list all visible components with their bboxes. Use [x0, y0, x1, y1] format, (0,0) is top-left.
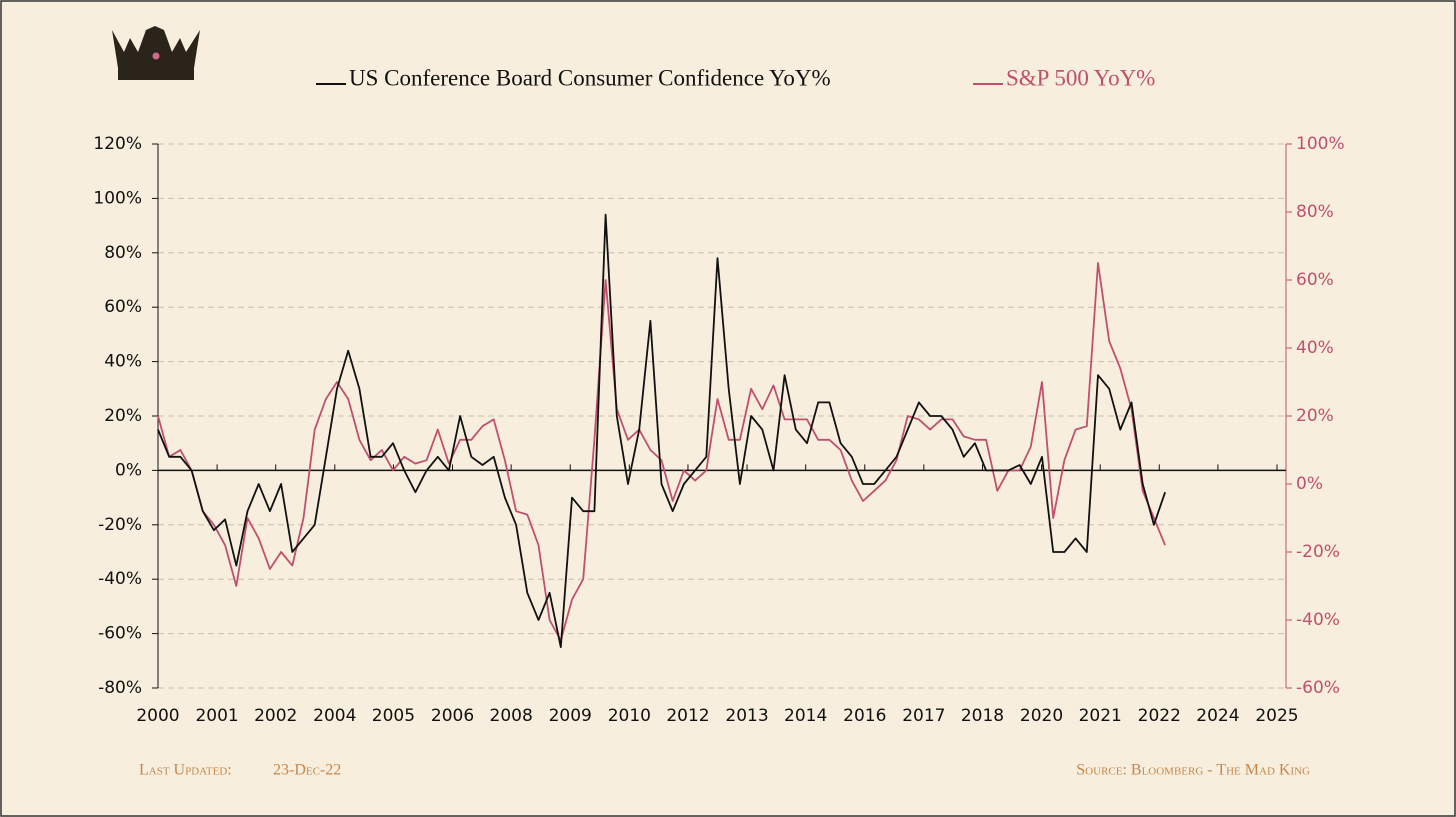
- y-tick-label: 60%: [104, 297, 142, 317]
- x-tick-label: 2000: [136, 706, 179, 726]
- y2-tick-label: 80%: [1296, 202, 1334, 222]
- x-tick-label: 2018: [961, 706, 1004, 726]
- y2-tick-label: 40%: [1296, 338, 1334, 358]
- y2-tick-label: 60%: [1296, 270, 1334, 290]
- y-tick-label: 120%: [93, 134, 142, 154]
- x-tick-label: 2025: [1255, 706, 1298, 726]
- x-tick-label: 2013: [725, 706, 768, 726]
- series-line: [157, 262, 1166, 642]
- y2-tick-label: -20%: [1296, 542, 1340, 562]
- footer-label: Last Updated:: [139, 762, 232, 779]
- x-tick-label: 2004: [313, 706, 356, 726]
- x-tick-label: 2005: [372, 706, 415, 726]
- x-tick-label: 2009: [549, 706, 592, 726]
- legend-label: US Conference Board Consumer Confidence …: [349, 65, 831, 90]
- x-tick-label: 2024: [1196, 706, 1239, 726]
- x-tick-label: 2008: [490, 706, 533, 726]
- x-tick-label: 2001: [195, 706, 238, 726]
- x-tick-label: 2021: [1079, 706, 1122, 726]
- y2-tick-label: 0%: [1296, 474, 1323, 494]
- y2-tick-label: 100%: [1296, 134, 1345, 154]
- y-tick-label: 20%: [104, 406, 142, 426]
- x-tick-label: 2010: [608, 706, 651, 726]
- footer-date: 23-Dec-22: [273, 762, 341, 779]
- x-tick-label: 2002: [254, 706, 297, 726]
- y-tick-label: -60%: [98, 624, 142, 644]
- legend-label: S&P 500 YoY%: [1006, 65, 1155, 90]
- y-tick-label: -20%: [98, 515, 142, 535]
- x-tick-label: 2014: [784, 706, 827, 726]
- y2-tick-label: 20%: [1296, 406, 1334, 426]
- y-tick-label: 40%: [104, 352, 142, 372]
- series-line: [157, 213, 1166, 649]
- x-tick-label: 2022: [1138, 706, 1181, 726]
- x-tick-label: 2006: [431, 706, 474, 726]
- y-tick-label: -80%: [98, 678, 142, 698]
- y-tick-label: 100%: [93, 188, 142, 208]
- y-tick-label: 0%: [115, 460, 142, 480]
- x-tick-label: 2017: [902, 706, 945, 726]
- x-tick-label: 2016: [843, 706, 886, 726]
- crown-logo: [112, 26, 200, 80]
- y2-tick-label: -40%: [1296, 610, 1340, 630]
- y2-tick-label: -60%: [1296, 678, 1340, 698]
- footer-source: Source: Bloomberg - The Mad King: [1076, 762, 1310, 779]
- x-tick-label: 2020: [1020, 706, 1063, 726]
- y-tick-label: 80%: [104, 243, 142, 263]
- y-tick-label: -40%: [98, 569, 142, 589]
- x-tick-label: 2012: [666, 706, 709, 726]
